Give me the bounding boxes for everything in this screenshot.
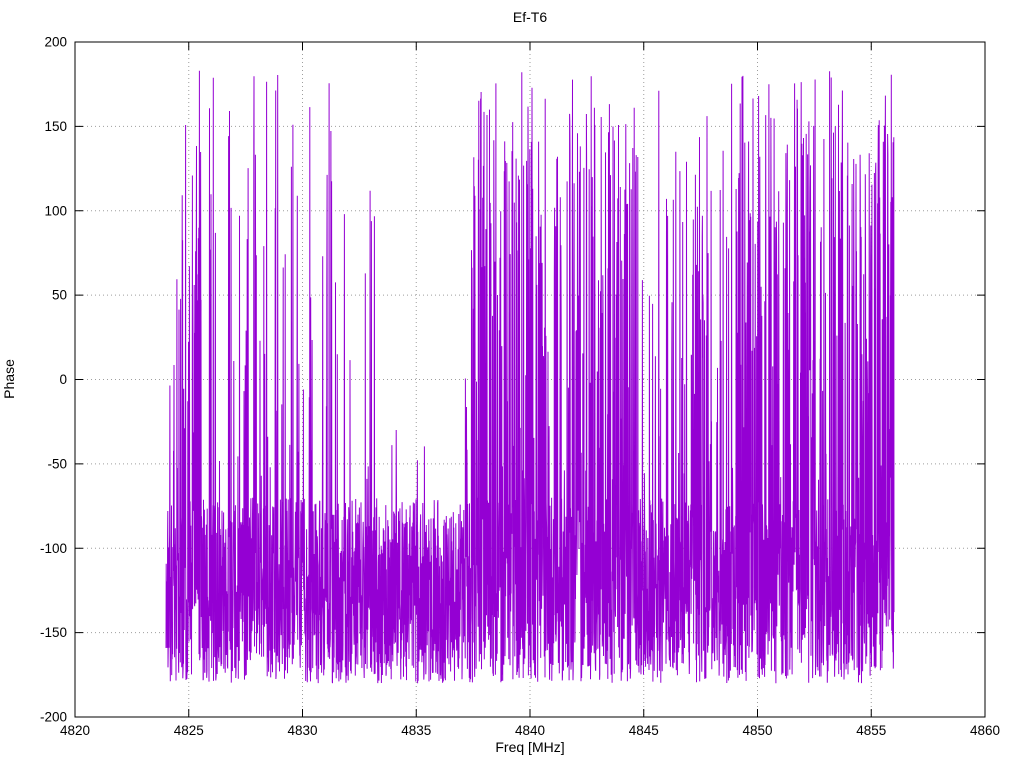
x-tick-label: 4860 xyxy=(970,723,1000,738)
y-tick-label: 0 xyxy=(59,372,67,387)
axes-border xyxy=(74,41,986,718)
y-tick-label: -50 xyxy=(47,456,67,471)
x-tick-label: 4840 xyxy=(515,723,545,738)
y-tick-label: 100 xyxy=(44,203,67,218)
x-tick-label: 4855 xyxy=(856,723,886,738)
x-tick-label: 4850 xyxy=(742,723,772,738)
y-tick-label: 150 xyxy=(44,119,67,134)
x-tick-label: 4820 xyxy=(60,723,90,738)
y-tick-label: -200 xyxy=(40,710,67,725)
y-tick-label: 200 xyxy=(44,35,67,50)
y-tick-label: -150 xyxy=(40,625,67,640)
x-tick-label: 4845 xyxy=(629,723,659,738)
y-axis-label: Phase xyxy=(1,359,17,399)
y-tick-label: -100 xyxy=(40,541,67,556)
x-tick-label: 4835 xyxy=(401,723,431,738)
phase-series xyxy=(165,70,895,684)
x-axis-label: Freq [MHz] xyxy=(495,739,564,755)
y-tick-label: 50 xyxy=(52,288,67,303)
chart-title: Ef-T6 xyxy=(513,9,547,25)
x-tick-label: 4830 xyxy=(287,723,317,738)
x-tick-label: 4825 xyxy=(174,723,204,738)
